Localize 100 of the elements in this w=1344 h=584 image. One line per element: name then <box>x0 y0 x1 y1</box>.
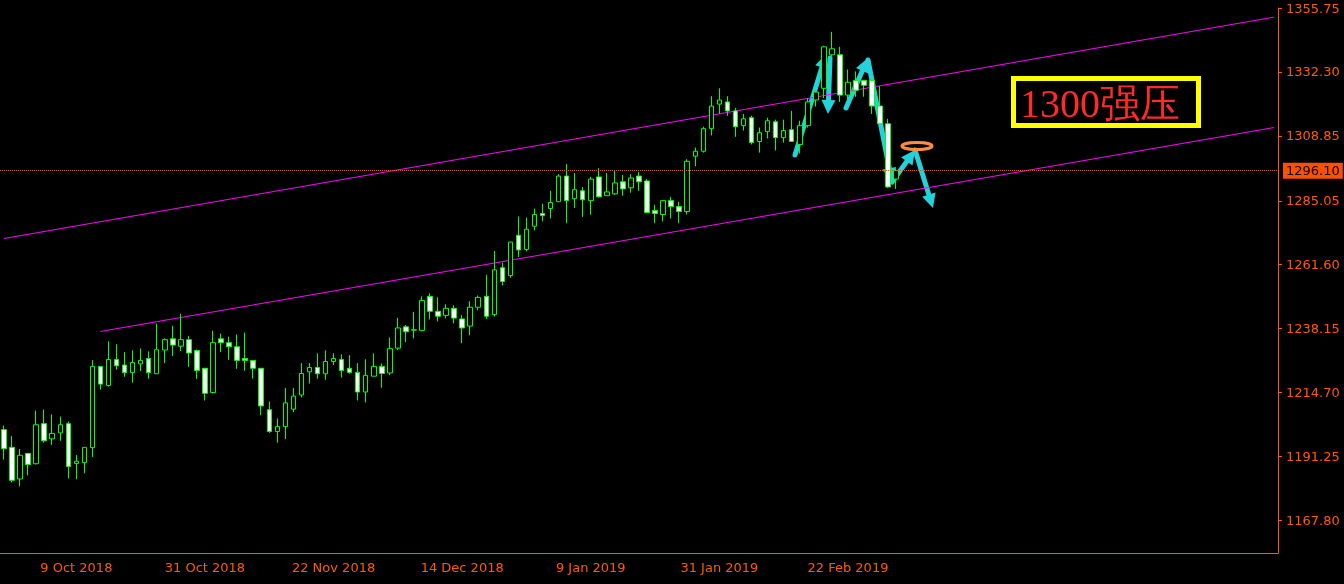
candlestick <box>652 204 658 224</box>
candlestick <box>194 348 200 380</box>
candlestick <box>138 347 143 372</box>
candlestick <box>371 352 377 377</box>
candlestick <box>74 454 79 480</box>
candlestick <box>869 79 875 115</box>
candlestick <box>331 352 336 366</box>
candlestick <box>709 95 714 136</box>
x-tick-label: 14 Dec 2018 <box>420 560 504 575</box>
candlestick <box>861 79 867 98</box>
candlestick <box>291 387 296 413</box>
candlestick <box>524 217 529 252</box>
y-tick-label: 1191.25 <box>1286 448 1340 464</box>
candlestick <box>717 87 722 115</box>
candlestick <box>299 362 304 398</box>
candlestick <box>307 362 312 385</box>
candlestick <box>459 314 465 344</box>
candlestick <box>604 172 610 197</box>
candlestick <box>387 336 393 376</box>
candlestick <box>540 203 545 222</box>
candlestick <box>532 208 537 231</box>
x-tick-label: 22 Nov 2018 <box>291 560 376 575</box>
candlestick <box>427 292 433 320</box>
candlestick <box>411 311 417 339</box>
candlestick <box>178 313 184 352</box>
annotation: 1300强压 <box>1020 80 1180 126</box>
candlestick <box>17 448 23 487</box>
candlestick <box>323 349 328 381</box>
candlestick <box>146 350 151 380</box>
x-tick-label: 9 Jan 2019 <box>555 560 626 575</box>
candlestick <box>347 354 352 375</box>
candlestick <box>33 410 39 466</box>
candlestick <box>805 97 811 129</box>
candlestick <box>749 115 754 145</box>
candlestick <box>845 68 851 101</box>
candlestick <box>242 332 248 372</box>
candlestick <box>893 168 899 190</box>
candlestick <box>636 171 642 192</box>
candlestick <box>202 367 208 401</box>
candlestick <box>363 358 368 403</box>
candlestick <box>500 262 505 286</box>
candlestick <box>492 250 497 317</box>
candlestick <box>41 408 47 444</box>
candlestick <box>877 85 883 125</box>
candlestick <box>556 173 561 203</box>
candlestick <box>757 127 762 154</box>
candlestick <box>580 186 585 218</box>
candlestick <box>154 323 159 375</box>
candlestick <box>773 119 778 151</box>
y-tick-label: 1238.15 <box>1286 321 1340 337</box>
candlestick <box>733 107 738 138</box>
candlestick <box>403 324 409 343</box>
candlestick <box>170 325 176 357</box>
candlestick <box>508 241 513 279</box>
candlestick <box>668 196 674 219</box>
y-tick-label: 1261.60 <box>1286 257 1340 273</box>
candlestick <box>837 46 843 103</box>
candlestick <box>66 420 71 479</box>
candlestick <box>765 117 770 139</box>
candlestick <box>9 435 15 483</box>
candlestick <box>548 190 553 219</box>
candlestick <box>564 163 569 224</box>
candlestick <box>218 333 224 353</box>
candlestick <box>588 176 594 216</box>
candlestick <box>443 303 449 319</box>
candlestick <box>258 367 264 416</box>
candlestick <box>572 172 577 209</box>
candlestick <box>829 31 835 58</box>
candlestick <box>853 70 859 98</box>
candlestick <box>701 126 706 154</box>
candlestick <box>250 359 256 380</box>
candlestick <box>315 352 320 380</box>
candlestick <box>25 452 31 476</box>
candlestick <box>516 215 521 258</box>
candlestick <box>885 118 891 189</box>
candlestick <box>98 365 103 391</box>
candlestick <box>49 413 55 446</box>
candlestick <box>234 333 240 370</box>
candlestick <box>620 174 626 197</box>
candlestick <box>58 416 63 442</box>
candlestick <box>226 336 232 361</box>
candlestick <box>379 362 385 389</box>
candlestick <box>781 119 786 144</box>
candlestick <box>130 349 135 384</box>
candlestick <box>644 178 650 214</box>
candlestick <box>660 199 666 222</box>
candlestick <box>435 296 441 322</box>
candlestick <box>789 110 794 143</box>
candlestick <box>628 173 634 194</box>
candlestick <box>676 201 682 224</box>
candlestick <box>419 295 425 332</box>
candlestick <box>106 340 111 388</box>
y-tick-label: 1308.85 <box>1286 128 1340 144</box>
candlestick <box>122 351 127 378</box>
candlestick <box>797 120 803 154</box>
candlestick <box>210 330 216 394</box>
candlestick <box>484 274 489 320</box>
y-tick-label: 1285.05 <box>1286 193 1340 209</box>
x-tick-label: 9 Oct 2018 <box>40 560 113 575</box>
candlestick <box>162 337 168 364</box>
